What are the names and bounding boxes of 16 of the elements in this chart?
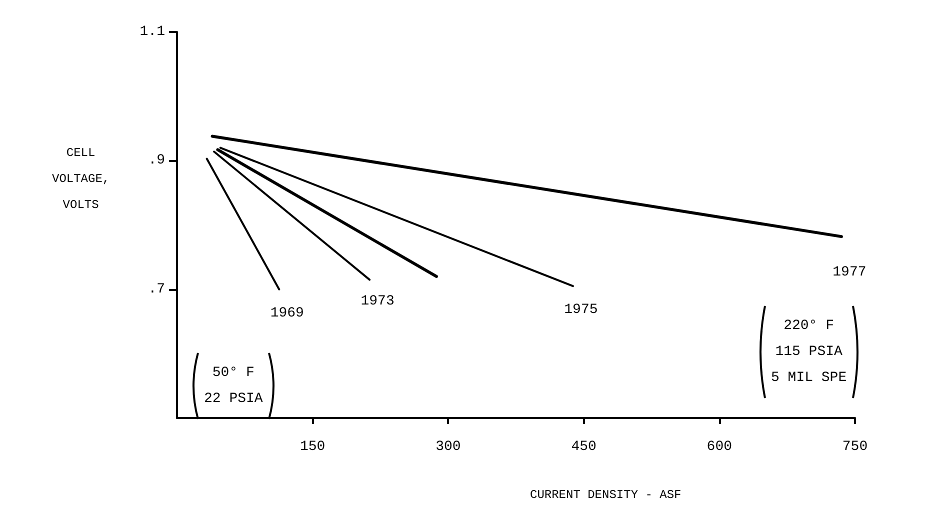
x-tick-label: 150 — [300, 439, 326, 455]
y-axis-title: CELL VOLTAGE, VOLTS — [52, 145, 110, 214]
x-tick-label: 600 — [706, 439, 732, 455]
y-tick-label: .7 — [148, 281, 165, 298]
x-axis-title: CURRENT DENSITY - ASF — [530, 488, 682, 502]
series-label: 1969 — [270, 305, 304, 322]
annotation: 220° F 115 PSIA 5 MIL SPE — [770, 317, 848, 388]
y-tick-label: .9 — [148, 152, 165, 169]
x-tick-label: 300 — [436, 439, 461, 455]
text: 1977 — [832, 264, 866, 281]
series-label: 1975 — [564, 302, 598, 318]
y-tick-label: 1.1 — [140, 24, 165, 40]
x-tick-label: 750 — [842, 439, 868, 455]
annotation: 50° F 22 PSIA — [203, 364, 264, 409]
series-label: 1973 — [360, 294, 394, 310]
x-tick-label: 450 — [571, 439, 596, 455]
